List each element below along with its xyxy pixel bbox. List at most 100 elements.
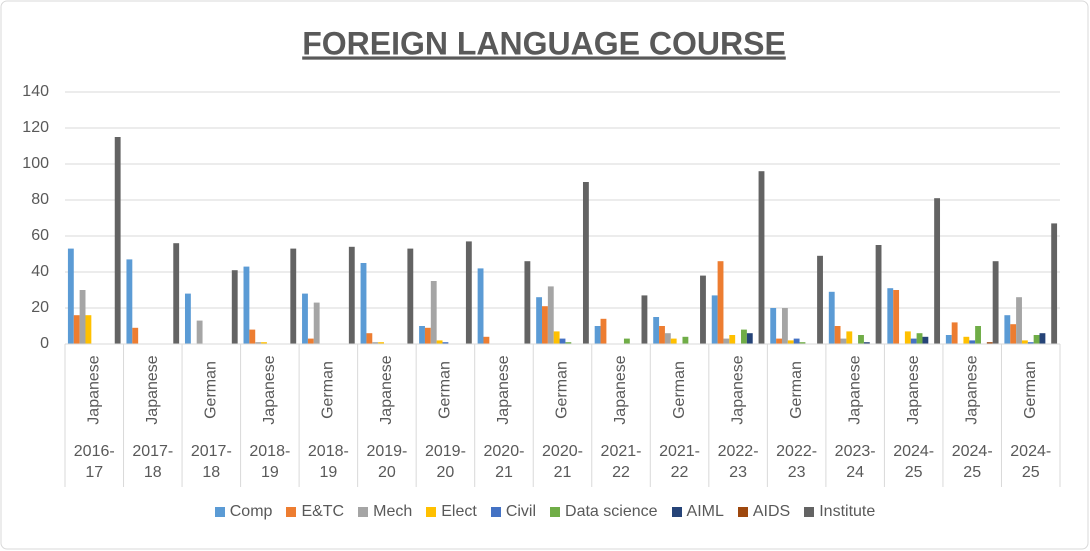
bar [746,333,753,344]
x-group-label: 2016-17 [73,443,115,481]
bar [840,338,847,344]
bar [1039,333,1046,344]
bar [184,293,191,344]
legend-swatch [550,507,561,517]
bar [904,331,911,344]
bar [893,290,900,344]
legend-swatch [358,507,369,517]
bar [424,327,431,344]
legend-item: Civil [490,503,536,521]
legend-swatch [286,507,297,517]
x-tick-label: Japanese [963,355,980,424]
bar [770,308,777,344]
x-group-label: 2021-22 [600,443,642,481]
bar [419,326,425,344]
bar [430,281,437,344]
bar [659,326,665,344]
bar [553,331,560,344]
bar [465,241,472,344]
x-group-label: 2020-21 [483,443,525,481]
bar [348,246,355,344]
x-group-label: 2017-18 [132,443,174,481]
bar [79,290,86,344]
bar [653,317,660,344]
bar [969,340,976,344]
bar [290,248,297,344]
bar [793,338,800,344]
bar [787,340,794,344]
bar [758,171,765,344]
bar [126,259,133,344]
bar [641,295,648,344]
bar [243,266,250,344]
x-group-label: 2018-19 [307,443,349,481]
bar [945,335,952,344]
legend-item: AIML [671,503,724,521]
legend-item: Institute [804,503,875,521]
bar [834,326,841,344]
bar [231,270,238,344]
bar [1010,324,1017,344]
legend-item: Data science [550,503,658,521]
legend-label: Data science [565,503,658,520]
x-group-label: 2019-20 [424,443,466,481]
bar [582,182,589,344]
bar [700,275,706,344]
chart-title: FOREIGN LANGUAGE COURSE [302,25,786,61]
y-tick-label: 0 [40,335,49,352]
legend-swatch [737,507,748,517]
x-group-label: 2019-20 [366,443,408,481]
bar [436,340,443,344]
bar [781,308,788,344]
bar [477,268,484,344]
bar [73,315,80,344]
x-tick-label: Japanese [905,355,922,424]
bar [559,338,566,344]
bar [313,302,320,344]
x-tick-label: Japanese [85,355,102,424]
bar [951,322,958,344]
bar [302,293,308,344]
y-tick-label: 20 [31,299,49,316]
bar [887,288,894,344]
bar [828,291,835,344]
legend-item: E&TC [286,503,344,521]
bar [623,338,630,344]
legend-swatch [426,507,437,517]
bar [594,326,601,344]
bar [255,342,262,344]
bar [67,248,74,344]
bar [723,338,730,344]
bar [483,336,490,344]
bar [114,137,121,344]
x-tick-label: Japanese [495,355,512,424]
x-tick-label: Japanese [729,355,746,424]
x-group-label: 2024-25 [951,443,993,481]
x-tick-label: German [437,361,454,419]
bar [1004,315,1011,344]
bar [858,335,864,344]
x-tick-label: German [671,361,688,419]
x-tick-label: Japanese [378,355,395,424]
y-tick-label: 140 [22,83,49,100]
y-tick-label: 80 [31,191,49,208]
bar [378,342,384,344]
bar [1033,335,1040,344]
bar [249,329,256,344]
bar [975,326,981,344]
x-group-label: 2024-25 [893,443,935,481]
bar [307,338,314,344]
bar [711,295,718,344]
legend-item: Comp [214,503,272,521]
bar [863,342,870,344]
bar [565,342,572,344]
legend-label: AIDS [752,503,791,520]
bar [934,198,941,344]
bar [922,336,929,344]
legend-label: Elect [441,503,477,520]
bar [542,306,548,344]
x-tick-label: German [554,361,571,419]
